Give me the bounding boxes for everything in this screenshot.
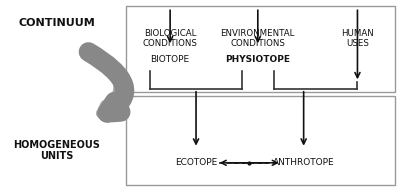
Bar	[126, 6, 395, 92]
Bar	[126, 96, 395, 185]
Text: BIOTOPE: BIOTOPE	[150, 55, 190, 64]
Text: HUMAN
USES: HUMAN USES	[341, 29, 374, 48]
Text: PHYSIOTOPE: PHYSIOTOPE	[225, 55, 290, 64]
Text: ECOTOPE: ECOTOPE	[175, 158, 217, 167]
Text: ENVIRONMENTAL
CONDITIONS: ENVIRONMENTAL CONDITIONS	[221, 29, 295, 48]
Text: CONTINUUM: CONTINUUM	[18, 19, 95, 28]
Text: ANTHROTOPE: ANTHROTOPE	[273, 158, 334, 167]
Text: BIOLOGICAL
CONDITIONS: BIOLOGICAL CONDITIONS	[143, 29, 198, 48]
Text: HOMOGENEOUS
UNITS: HOMOGENEOUS UNITS	[13, 140, 100, 161]
